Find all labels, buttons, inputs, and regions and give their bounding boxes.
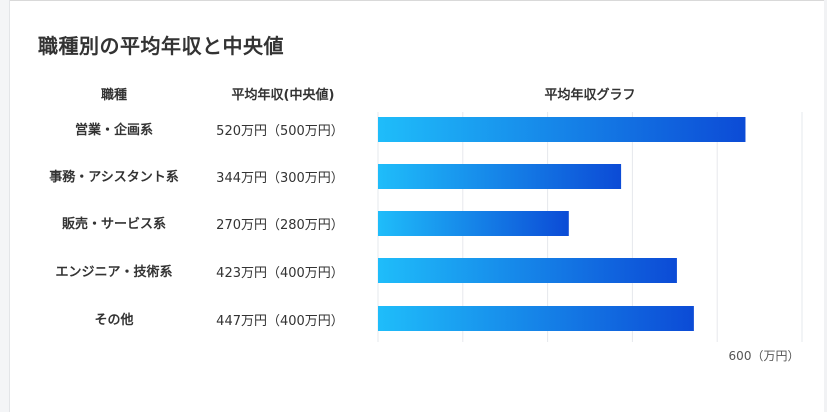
bar-1	[378, 164, 622, 189]
bar-4	[378, 306, 694, 331]
row-value-other: 447万円（400万円）	[216, 314, 344, 329]
axis-max-label: 600（万円）	[728, 349, 800, 363]
page-title: 職種別の平均年収と中央値	[38, 34, 284, 58]
column-header-value: 平均年収(中央値)	[231, 88, 335, 103]
row-label-office: 事務・アシスタント系	[49, 170, 179, 185]
row-value-engineer: 423万円（400万円）	[216, 266, 344, 281]
bar-0	[378, 117, 746, 142]
window-top-border	[0, 0, 827, 1]
row-label-other: その他	[94, 313, 134, 328]
bars	[378, 117, 746, 331]
row-label-engineer: エンジニア・技術系	[55, 265, 173, 280]
column-header-category: 職種	[100, 88, 127, 103]
row-value-sales: 520万円（500万円）	[216, 124, 344, 139]
bar-3	[378, 258, 677, 283]
row-label-service: 販売・サービス系	[61, 217, 166, 232]
right-scroll-edge	[824, 0, 827, 412]
left-gutter	[0, 0, 10, 412]
bar-2	[378, 211, 569, 236]
row-value-office: 344万円（300万円）	[216, 171, 344, 186]
column-header-graph: 平均年収グラフ	[544, 88, 636, 103]
row-value-service: 270万円（280万円）	[216, 218, 344, 233]
row-label-sales: 営業・企画系	[74, 123, 153, 138]
